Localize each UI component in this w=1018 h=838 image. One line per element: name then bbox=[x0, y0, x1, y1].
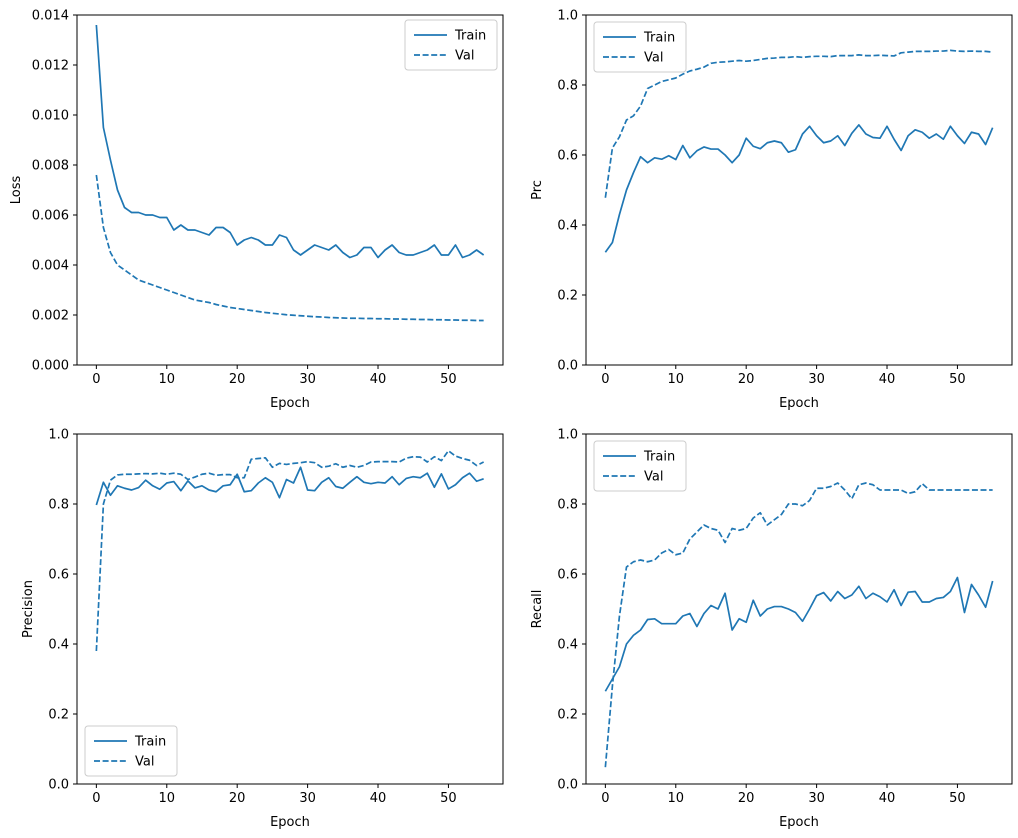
x-tick-label: 40 bbox=[370, 372, 387, 387]
x-tick-label: 10 bbox=[668, 791, 685, 806]
x-tick-label: 50 bbox=[949, 372, 966, 387]
y-tick-label: 0.002 bbox=[32, 309, 69, 324]
x-tick-label: 30 bbox=[299, 791, 316, 806]
x-axis-label: Epoch bbox=[270, 815, 310, 830]
y-tick-label: 1.0 bbox=[557, 428, 578, 443]
legend: Train Val bbox=[593, 440, 687, 492]
x-tick-label: 30 bbox=[808, 791, 825, 806]
y-tick-label: 0.8 bbox=[48, 498, 69, 513]
plot-area bbox=[585, 433, 1013, 785]
x-tick-label: 30 bbox=[808, 372, 825, 387]
y-axis-label: Precision bbox=[21, 580, 36, 638]
y-tick-label: 0.000 bbox=[32, 359, 69, 374]
y-tick-label: 0.012 bbox=[32, 59, 69, 74]
x-tick-label: 10 bbox=[159, 791, 176, 806]
val-line bbox=[604, 482, 993, 768]
x-tick-label: 30 bbox=[299, 372, 316, 387]
y-tick-label: 0.6 bbox=[48, 568, 69, 583]
y-tick-label: 0.6 bbox=[557, 568, 578, 583]
x-tick-label: 50 bbox=[440, 791, 457, 806]
train-line bbox=[95, 24, 485, 259]
x-tick-label: 50 bbox=[440, 372, 457, 387]
val-line bbox=[95, 174, 484, 322]
x-tick-label: 50 bbox=[949, 791, 966, 806]
x-tick-label: 20 bbox=[738, 791, 755, 806]
y-tick-label: 0.014 bbox=[32, 9, 69, 24]
plot-area bbox=[76, 14, 504, 366]
y-tick-label: 0.2 bbox=[557, 289, 578, 304]
y-tick-label: 0.004 bbox=[32, 259, 69, 274]
legend-val-label: Val bbox=[135, 755, 154, 770]
y-tick-label: 0.4 bbox=[48, 638, 69, 653]
recall-chart-svg: 0 10 20 30 40 50 0.0 0.2 0.4 0.6 0.8 1.0 Epoch Recall… bbox=[530, 428, 1013, 830]
legend-box bbox=[84, 725, 178, 777]
y-tick-label: 0.4 bbox=[557, 638, 578, 653]
y-tick-label: 1.0 bbox=[48, 428, 69, 443]
x-tick-label: 0 bbox=[601, 372, 609, 387]
legend-val-label: Val bbox=[455, 49, 474, 64]
loss-chart-svg: 0 10 20 30 40 50 0.000 0.002 0.004 0.006 0.008 0.01… bbox=[9, 9, 504, 411]
x-axis-label: Epoch bbox=[779, 815, 819, 830]
val-line bbox=[95, 449, 485, 652]
legend: Train Val bbox=[404, 19, 498, 71]
train-line bbox=[604, 576, 994, 692]
x-tick-label: 20 bbox=[229, 372, 246, 387]
val-line bbox=[604, 49, 993, 198]
x-tick-label: 0 bbox=[92, 791, 100, 806]
legend: Train Val bbox=[593, 21, 687, 73]
y-tick-label: 1.0 bbox=[557, 9, 578, 24]
x-tick-label: 40 bbox=[370, 791, 387, 806]
y-axis-label: Recall bbox=[530, 590, 545, 629]
prc-chart-svg: 0 10 20 30 40 50 0.0 0.2 0.4 0.6 0.8 1.0 Epoch Prc Tra… bbox=[530, 9, 1013, 411]
plot-area bbox=[76, 433, 504, 785]
legend-train-label: Train bbox=[454, 29, 486, 44]
prc-chart: 0 10 20 30 40 50 0.0 0.2 0.4 0.6 0.8 1.0 Epoch Prc Tra… bbox=[509, 0, 1018, 419]
recall-chart: 0 10 20 30 40 50 0.0 0.2 0.4 0.6 0.8 1.0 Epoch Recall… bbox=[509, 419, 1018, 838]
legend: Train Val bbox=[84, 725, 178, 777]
y-tick-label: 0.0 bbox=[557, 359, 578, 374]
y-tick-label: 0.4 bbox=[557, 219, 578, 234]
x-tick-label: 10 bbox=[159, 372, 176, 387]
legend-box bbox=[593, 21, 687, 73]
y-axis-label: Prc bbox=[530, 180, 545, 200]
train-line bbox=[95, 466, 484, 506]
y-tick-label: 0.006 bbox=[32, 209, 69, 224]
y-axis-label: Loss bbox=[9, 176, 24, 205]
x-tick-label: 10 bbox=[668, 372, 685, 387]
plot-area bbox=[585, 14, 1013, 366]
precision-chart: 0 10 20 30 40 50 0.0 0.2 0.4 0.6 0.8 1.0 Epoch Precis… bbox=[0, 419, 509, 838]
x-tick-label: 40 bbox=[879, 791, 896, 806]
loss-chart: 0 10 20 30 40 50 0.000 0.002 0.004 0.006 0.008 0.01… bbox=[0, 0, 509, 419]
y-tick-label: 0.8 bbox=[557, 498, 578, 513]
x-tick-label: 0 bbox=[92, 372, 100, 387]
y-tick-label: 0.010 bbox=[32, 109, 69, 124]
legend-train-label: Train bbox=[134, 735, 166, 750]
y-tick-label: 0.0 bbox=[557, 778, 578, 793]
y-tick-label: 0.8 bbox=[557, 79, 578, 94]
legend-train-label: Train bbox=[643, 450, 675, 465]
x-axis-label: Epoch bbox=[779, 396, 819, 411]
y-tick-label: 0.6 bbox=[557, 149, 578, 164]
legend-val-label: Val bbox=[644, 470, 663, 485]
y-tick-label: 0.2 bbox=[48, 708, 69, 723]
legend-box bbox=[404, 19, 498, 71]
y-tick-label: 0.2 bbox=[557, 708, 578, 723]
x-axis-label: Epoch bbox=[270, 396, 310, 411]
precision-chart-svg: 0 10 20 30 40 50 0.0 0.2 0.4 0.6 0.8 1.0 Epoch Precis… bbox=[21, 428, 504, 830]
y-tick-label: 0.008 bbox=[32, 159, 69, 174]
y-tick-label: 0.0 bbox=[48, 778, 69, 793]
legend-val-label: Val bbox=[644, 51, 663, 66]
legend-box bbox=[593, 440, 687, 492]
x-tick-label: 40 bbox=[879, 372, 896, 387]
x-tick-label: 20 bbox=[229, 791, 246, 806]
train-line bbox=[604, 124, 994, 253]
legend-train-label: Train bbox=[643, 31, 675, 46]
x-tick-label: 0 bbox=[601, 791, 609, 806]
x-tick-label: 20 bbox=[738, 372, 755, 387]
